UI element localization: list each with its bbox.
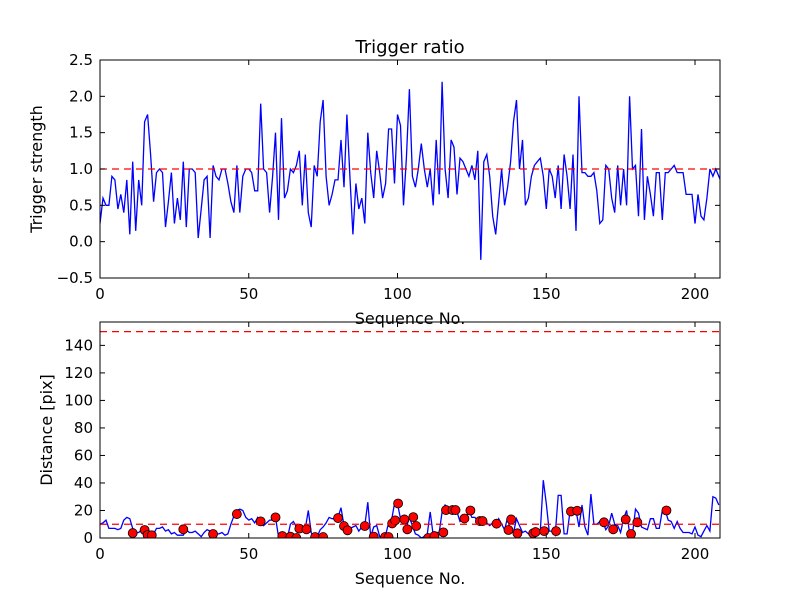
data-point [127,528,138,538]
data-point [572,505,583,516]
data-point [608,524,619,535]
data-point [599,517,609,528]
chart-title: Trigger ratio [354,37,464,58]
data-point [359,521,370,531]
y-tick-label: 60 [74,446,93,464]
x-axis-label: Sequence No. [355,309,466,328]
y-tick-label: 0.5 [69,196,93,214]
data-point [393,498,403,509]
data-point [626,529,636,538]
data-point [512,528,523,538]
y-tick-label: 40 [74,474,93,492]
data-point [506,514,517,525]
x-tick-label: 200 [681,545,710,563]
y-tick-label: 100 [64,391,93,409]
y-axis-label: Trigger strength [27,105,46,234]
data-point [208,529,218,538]
x-tick-label: 50 [239,285,258,303]
y-tick-label: 1.5 [69,124,93,142]
x-axis-label: Sequence No. [355,569,466,588]
data-point [402,524,413,535]
data-point [383,532,394,538]
data-point [477,516,488,526]
data-point [551,526,561,537]
data-point [368,531,379,538]
y-tick-label: 0 [83,529,93,547]
y-tick-label: 20 [74,501,93,519]
x-tick-label: 50 [239,545,258,563]
data-point [301,524,312,535]
series-line [100,81,720,260]
data-point [390,515,401,526]
data-point [399,514,410,525]
x-tick-label: 200 [681,285,710,303]
x-tick-label: 0 [95,285,105,303]
plot-area [100,81,720,260]
data-point [450,505,461,515]
axes-frame [99,321,721,539]
data-point [342,525,353,536]
data-point [231,509,242,519]
data-point [178,524,189,535]
y-tick-label: 2.5 [69,51,93,69]
x-tick-label: 100 [383,545,412,563]
y-tick-label: 120 [64,364,93,382]
x-tick-label: 100 [383,285,412,303]
data-point [503,525,514,535]
y-tick-label: −0.5 [57,269,93,287]
x-tick-label: 150 [532,285,561,303]
data-point [459,513,470,524]
y-tick-label: 140 [64,336,93,354]
data-point [270,512,281,523]
data-point [291,533,302,538]
y-tick-label: 1.0 [69,160,93,178]
data-point [146,530,157,538]
data-point [620,514,631,525]
data-point [411,521,422,531]
y-axis-label: Distance [pix] [37,374,56,486]
data-point [539,526,550,537]
y-tick-label: 80 [74,419,93,437]
plot-area [100,330,720,538]
data-point [408,512,419,522]
trigger-ratio-axes: Trigger ratio Sequence No. Trigger stren… [27,37,721,328]
data-point [661,505,672,516]
x-tick-label: 150 [532,545,561,563]
data-point [465,505,476,516]
data-point [530,527,541,537]
y-tick-label: 2.0 [69,87,93,105]
data-point [438,527,449,538]
y-tick-label: 0.0 [69,233,93,251]
data-point [318,532,329,538]
data-point [333,513,343,523]
distance-axes: Sequence No. Distance [pix] 0 50 100 150 200… [37,321,721,588]
x-tick-label: 0 [95,545,105,563]
data-point [632,517,643,528]
data-point [429,531,440,538]
